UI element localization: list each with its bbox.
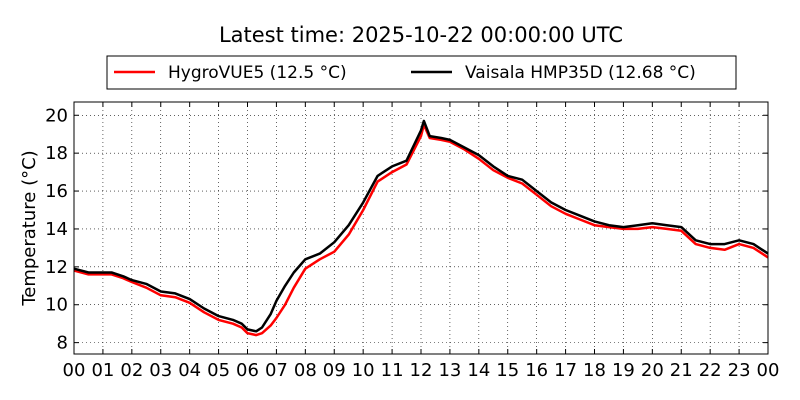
x-tick-label: 23 xyxy=(728,360,751,381)
y-tick-label: 20 xyxy=(45,105,68,126)
legend-label-vaisala: Vaisala HMP35D (12.68 °C) xyxy=(465,63,696,83)
x-tick-label: 14 xyxy=(467,360,490,381)
x-tick-label: 00 xyxy=(757,360,780,381)
y-tick-labels: 8 10 12 14 16 18 20 xyxy=(45,105,68,353)
y-tick-label: 18 xyxy=(45,143,68,164)
x-tick-label: 05 xyxy=(207,360,230,381)
x-tick-label: 09 xyxy=(323,360,346,381)
x-tick-label: 07 xyxy=(265,360,288,381)
ticks xyxy=(73,102,769,354)
chart-title: Latest time: 2025-10-22 00:00:00 UTC xyxy=(219,23,623,47)
x-tick-label: 12 xyxy=(410,360,433,381)
x-tick-label: 02 xyxy=(120,360,143,381)
x-tick-label: 18 xyxy=(583,360,606,381)
x-tick-label: 16 xyxy=(525,360,548,381)
x-tick-label: 04 xyxy=(178,360,201,381)
legend: HygroVUE5 (12.5 °C) Vaisala HMP35D (12.6… xyxy=(106,55,737,90)
x-tick-label: 11 xyxy=(381,360,404,381)
x-tick-labels: 00 01 02 03 04 05 06 07 08 09 10 11 12 13 14 15 16 17 18 19… xyxy=(63,360,780,381)
y-tick-label: 16 xyxy=(45,181,68,202)
x-tick-label: 17 xyxy=(554,360,577,381)
y-tick-label: 12 xyxy=(45,257,68,278)
series-line-hygrovue5 xyxy=(73,123,769,337)
x-tick-label: 13 xyxy=(438,360,461,381)
x-tick-label: 21 xyxy=(670,360,693,381)
x-tick-label: 01 xyxy=(91,360,114,381)
x-tick-label: 06 xyxy=(236,360,259,381)
x-tick-label: 03 xyxy=(149,360,172,381)
legend-label-hygrovue5: HygroVUE5 (12.5 °C) xyxy=(168,63,347,83)
y-tick-label: 10 xyxy=(45,295,68,316)
x-tick-label: 08 xyxy=(294,360,317,381)
y-tick-label: 8 xyxy=(57,333,68,354)
x-tick-label: 19 xyxy=(612,360,635,381)
series-line-vaisala xyxy=(73,119,769,333)
series-lines xyxy=(73,119,769,337)
y-tick-label: 14 xyxy=(45,219,68,240)
x-tick-label: 10 xyxy=(352,360,375,381)
x-tick-label: 00 xyxy=(63,360,86,381)
y-axis-label: Temperature (°C) xyxy=(19,150,40,306)
x-tick-label: 20 xyxy=(641,360,664,381)
x-tick-label: 22 xyxy=(699,360,722,381)
x-tick-label: 15 xyxy=(496,360,519,381)
